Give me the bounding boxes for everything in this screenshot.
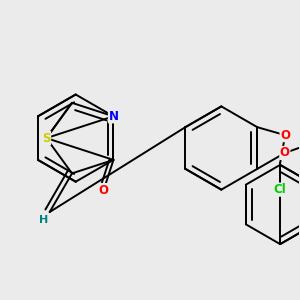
Text: N: N <box>108 110 118 123</box>
Text: S: S <box>42 132 51 145</box>
Text: O: O <box>280 146 290 160</box>
Text: H: H <box>39 215 48 225</box>
Text: Cl: Cl <box>274 183 286 196</box>
Text: O: O <box>280 129 290 142</box>
Text: O: O <box>99 184 109 196</box>
